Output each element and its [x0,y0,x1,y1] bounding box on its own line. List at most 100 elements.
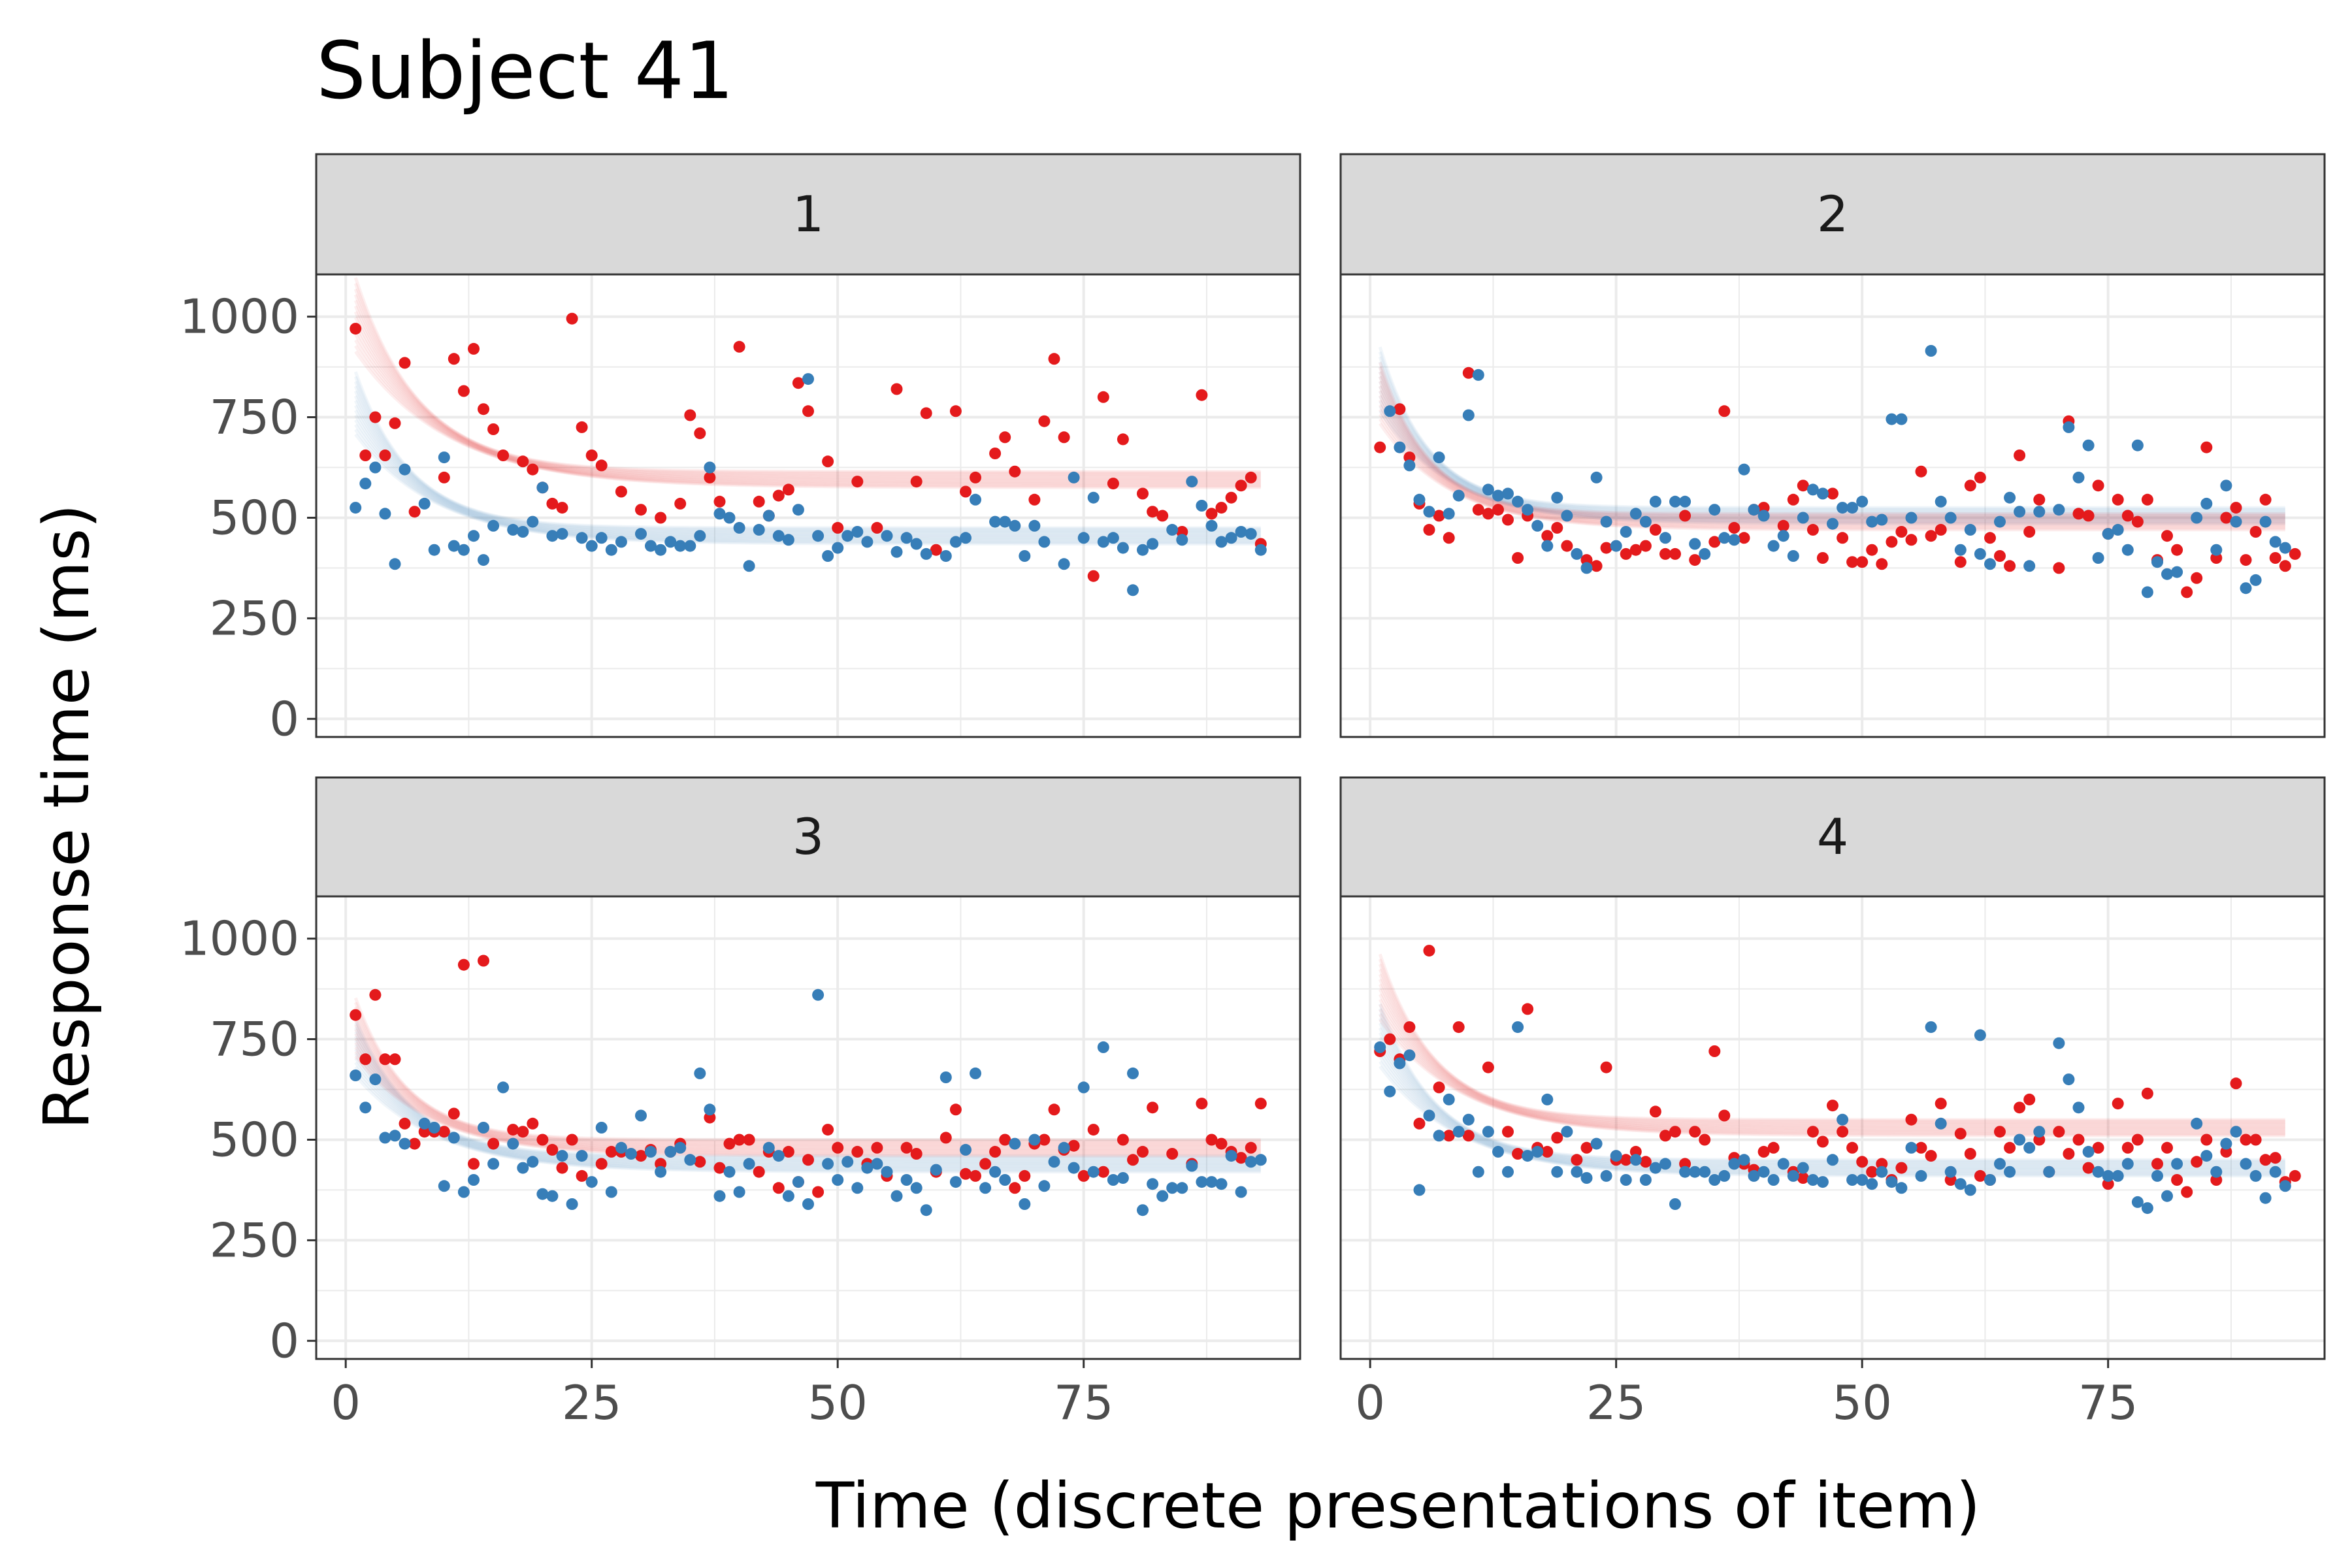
blue-data-point [970,1067,981,1079]
red-data-point [478,955,489,967]
red-data-point [1019,1169,1031,1182]
blue-data-point [1699,547,1711,560]
blue-data-point [1827,1154,1838,1166]
red-series [1374,367,2301,598]
red-data-point [1777,519,1789,532]
red-data-point [1876,558,1888,570]
red-data-point [1068,1139,1080,1152]
red-data-point [1433,510,1445,522]
blue-fit-line [1378,366,2285,515]
red-data-point [1512,552,1524,564]
red-data-point [418,1126,431,1138]
red-data-point [1629,544,1642,556]
blue-data-point [772,1150,785,1162]
red-data-point [1689,1126,1701,1138]
red-data-point [2004,1141,2016,1154]
blue-data-point [1659,532,1671,544]
blue-data-point [949,536,962,548]
blue-data-point [1669,495,1681,508]
blue-data-point [2112,523,2124,536]
blue-data-point [1097,536,1109,548]
blue-data-point [1048,1156,1060,1168]
red-data-point [1974,1169,1986,1182]
blue-data-point [1196,500,1208,512]
blue-data-point [1580,1172,1593,1184]
blue-data-point [1176,534,1188,546]
blue-data-point [2033,1126,2046,1138]
blue-data-point [527,515,539,528]
blue-data-point [664,1145,677,1158]
red-data-point [1856,1156,1869,1168]
blue-data-point [605,544,617,556]
blue-data-point [1541,1093,1554,1105]
blue-data-point [1522,1150,1534,1162]
blue-data-point [487,1158,500,1170]
blue-data-point [1708,504,1721,516]
blue-data-point [576,1150,588,1162]
y-tick-label: 250 [210,591,299,645]
blue-data-point [2131,1196,2144,1208]
blue-data-point [939,550,952,562]
blue-data-point [881,530,893,542]
red-data-point [753,495,765,508]
blue-data-point [527,1156,539,1168]
red-data-point [792,377,804,389]
red-data-point [1728,521,1740,534]
red-data-point [1935,1098,1947,1110]
blue-data-point [1097,1041,1109,1053]
blue-fit-line [353,380,1261,532]
red-fit-line [353,1011,1261,1145]
blue-data-point [546,1190,559,1202]
blue-data-point [1925,1021,1937,1034]
red-data-point [949,405,962,417]
red-data-point [2289,547,2301,560]
red-data-point [399,357,411,369]
red-data-point [1994,1126,2006,1138]
red-data-point [487,1137,500,1150]
blue-data-point [1028,519,1041,532]
red-data-point [605,1145,617,1158]
blue-data-point [1610,1150,1622,1162]
blue-data-point [1679,495,1691,508]
blue-data-point [428,1122,440,1134]
blue-data-point [2200,497,2213,510]
blue-data-point [713,508,726,520]
blue-data-point [517,1162,529,1174]
blue-data-point [1797,1162,1809,1174]
blue-data-point [2161,568,2173,580]
red-data-point [1787,493,1799,506]
red-data-point [1846,1141,1859,1154]
red-data-point [1620,547,1632,560]
red-data-point [822,1124,834,1136]
red-data-point [2289,1169,2301,1182]
blue-data-point [851,526,864,538]
blue-data-point [2072,471,2085,483]
red-series [350,955,1267,1198]
blue-data-point [753,523,765,536]
red-data-point [369,988,382,1001]
red-data-point [1097,1166,1109,1178]
facet-panels: 1 0 250 500 750 1000 2 3 0 250 500 750 1000 0 25 50 75 4 0… [180,153,2326,1430]
blue-data-point [448,540,460,552]
red-data-point [2023,1093,2036,1105]
red-data-point [438,471,450,483]
blue-data-point [1028,1134,1041,1146]
blue-data-point [556,1150,568,1162]
red-data-point [704,471,716,483]
red-data-point [1925,1150,1937,1162]
blue-data-point [960,532,972,544]
blue-data-point [1215,1178,1228,1190]
blue-data-point [1600,1169,1612,1182]
red-data-point [379,449,391,461]
blue-data-point [782,1190,794,1202]
red-fit-line [354,1028,1261,1151]
blue-series [1384,345,2291,598]
red-data-point [1254,1098,1267,1110]
blue-data-point [890,1190,903,1202]
blue-data-point [1551,491,1563,504]
blue-data-point [536,1188,549,1200]
red-data-point [408,1137,421,1150]
red-data-point [684,409,696,421]
red-data-point [1423,523,1435,536]
blue-data-point [1886,1176,1898,1188]
